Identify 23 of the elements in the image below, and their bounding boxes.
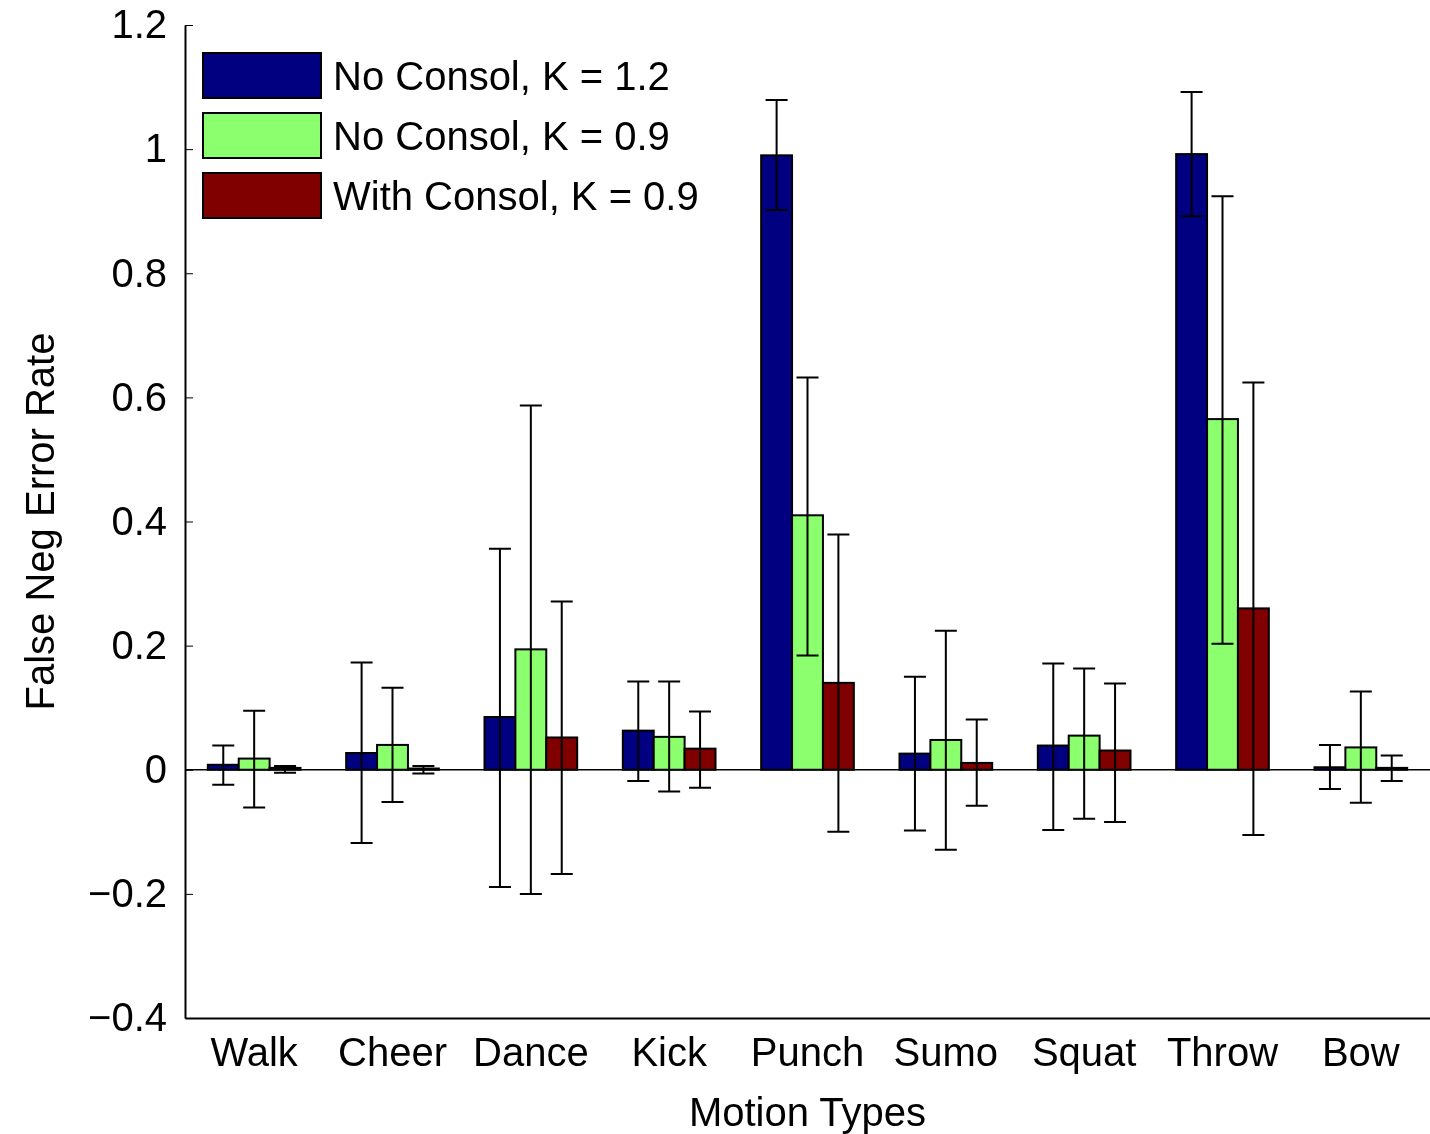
y-tick-label: 0.6 <box>111 374 167 419</box>
x-tick-label: Squat <box>1031 1030 1137 1075</box>
x-tick-label: Cheer <box>338 1030 447 1075</box>
y-tick-label: 0.4 <box>111 498 167 543</box>
x-axis-title: Motion Types <box>688 1090 927 1134</box>
x-tick-label: Kick <box>631 1030 708 1075</box>
y-tick-label: 0.8 <box>111 250 167 295</box>
legend-label: No Consol, K = 0.9 <box>333 114 670 158</box>
y-tick-label: −0.4 <box>88 995 167 1040</box>
y-tick-label: 0.2 <box>111 622 167 667</box>
x-tick-label: Throw <box>1166 1030 1279 1075</box>
x-tick-label: Walk <box>210 1030 299 1075</box>
y-tick-label: 0 <box>144 747 167 792</box>
y-tick-label: 1.2 <box>111 2 167 47</box>
x-tick-label: Sumo <box>893 1030 999 1075</box>
x-tick-label: Bow <box>1321 1030 1400 1075</box>
y-tick-label: 1 <box>144 126 167 171</box>
y-tick-label: −0.2 <box>88 871 167 916</box>
legend-label: No Consol, K = 1.2 <box>333 54 670 98</box>
x-tick-label: Dance <box>473 1030 589 1075</box>
legend-label: With Consol, K = 0.9 <box>333 174 699 218</box>
y-axis-title: False Neg Error Rate <box>18 332 62 711</box>
x-tick-label: Punch <box>750 1030 865 1075</box>
